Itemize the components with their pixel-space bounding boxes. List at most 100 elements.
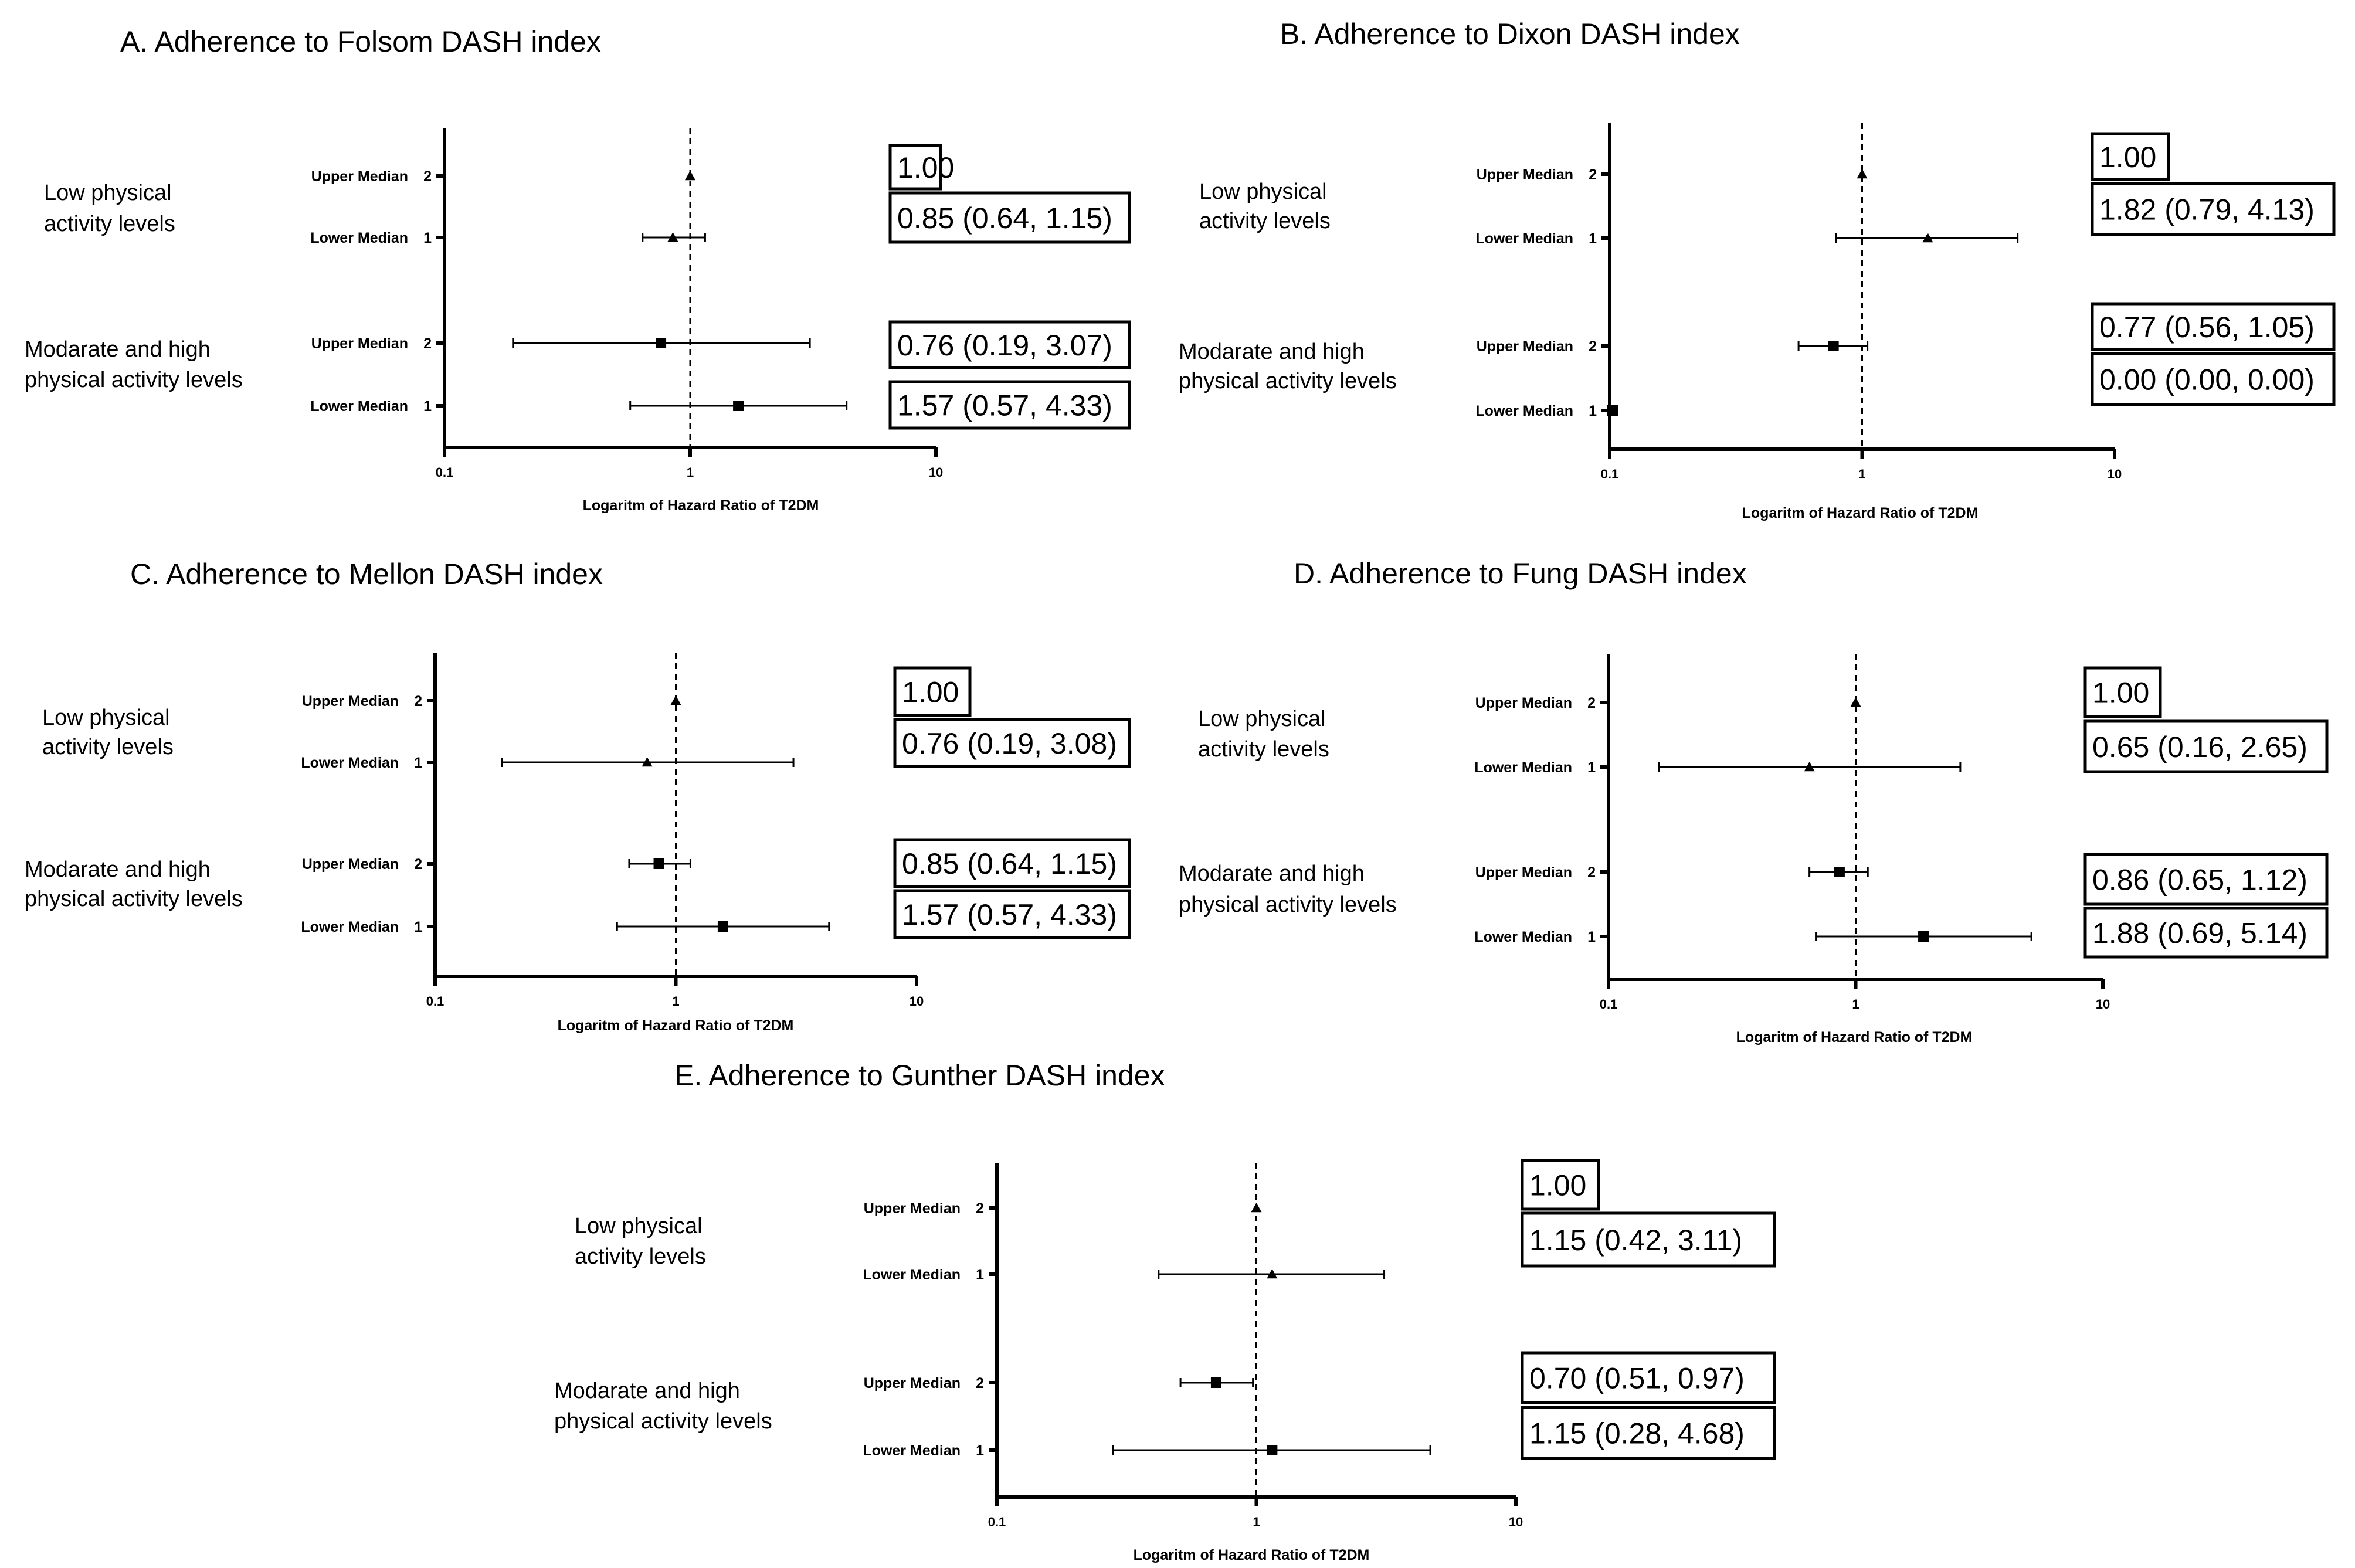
point-estimate-marker [1850,697,1861,707]
row-code: 1 [1587,929,1596,945]
x-tick-label: 0.1 [988,1515,1006,1529]
group-label: physical activity levels [25,887,243,911]
group-label: physical activity levels [1179,369,1397,393]
point-estimate-marker [1607,405,1618,416]
row-label: Upper Median [1475,864,1572,881]
estimate-box: 0.76 (0.19, 3.08) [893,718,1131,768]
row-code: 1 [423,398,432,415]
row-code: 2 [414,856,422,873]
estimate-box: 0.65 (0.16, 2.65) [2083,719,2329,773]
row-code: 2 [423,335,432,352]
point-estimate-marker [1251,1203,1262,1213]
estimate-box: 1.00 [1521,1159,1600,1211]
panel-a: A. Adherence to Folsom DASH index 0.1 1 10 L… [25,25,1131,514]
estimate-text: 0.76 (0.19, 3.08) [902,727,1117,760]
estimate-box: 1.57 (0.57, 4.33) [893,889,1131,939]
row-label: Upper Median [302,856,399,873]
row-code: 1 [976,1443,984,1459]
estimate-box: 1.57 (0.57, 4.33) [888,380,1131,430]
row-label: Lower Median [310,398,408,415]
group-label: physical activity levels [25,368,243,392]
estimate-box: 0.00 (0.00, 0.00) [2091,352,2336,406]
point-estimate-marker [1857,169,1868,179]
estimate-box-frame [2083,666,2162,718]
point-estimate-marker [670,695,681,705]
group-label: Low physical [1199,179,1327,204]
group-label: Low physical [575,1214,703,1238]
row-label: Lower Median [863,1267,961,1283]
estimate-box-frame [2091,132,2170,181]
row-label: Upper Median [302,693,399,710]
group-label: Low physical [42,705,170,730]
estimate-text: 0.86 (0.65, 1.12) [2092,864,2308,897]
estimate-box-frame [1521,1351,1776,1404]
row-code: 1 [414,755,422,771]
panel-b: B. Adherence to Dixon DASH index 0.1 1 10 Lo… [1179,18,2336,521]
estimate-box-frame [2083,853,2329,906]
x-axis-label: Logaritm of Hazard Ratio of T2DM [1742,505,1979,521]
x-axis-label: Logaritm of Hazard Ratio of T2DM [1134,1547,1370,1563]
estimate-box-frame [888,320,1131,369]
estimate-box: 1.00 [888,144,954,191]
estimate-box-frame [888,144,942,191]
estimate-box-frame [1521,1159,1600,1211]
point-estimate-marker [1918,931,1929,942]
estimate-text: 0.85 (0.64, 1.15) [897,202,1112,235]
row-code: 2 [976,1375,984,1391]
point-estimate-marker [717,921,728,932]
x-axis-label: Logaritm of Hazard Ratio of T2DM [583,497,819,514]
x-tick-label: 10 [929,465,943,480]
group-label: activity levels [1199,209,1331,233]
x-tick-label: 10 [910,994,924,1009]
estimate-box: 0.70 (0.51, 0.97) [1521,1351,1776,1404]
row-label: Upper Median [1475,695,1572,711]
row-label: Upper Median [1477,338,1573,355]
estimate-text: 1.57 (0.57, 4.33) [897,389,1112,422]
x-axis-label: Logaritm of Hazard Ratio of T2DM [558,1017,794,1034]
group-label: physical activity levels [1179,892,1397,917]
panel-title: E. Adherence to Gunther DASH index [674,1059,1165,1092]
estimate-box: 0.77 (0.56, 1.05) [2091,302,2336,351]
estimate-box: 0.76 (0.19, 3.07) [888,320,1131,369]
estimate-text: 1.00 [2099,141,2156,174]
estimate-text: 1.00 [2092,677,2149,710]
x-tick-label: 1 [1253,1515,1260,1529]
estimate-text: 1.00 [897,151,954,184]
row-label: Upper Median [864,1375,961,1391]
estimate-text: 1.00 [1529,1169,1586,1202]
point-estimate-marker [667,232,678,242]
row-code: 2 [414,693,422,710]
x-tick-label: 0.1 [426,994,444,1009]
estimate-text: 1.57 (0.57, 4.33) [902,898,1117,931]
point-estimate-marker [1804,762,1815,772]
group-label: activity levels [575,1244,706,1269]
estimate-text: 1.82 (0.79, 4.13) [2099,194,2315,226]
point-estimate-marker [1267,1269,1278,1279]
row-code: 2 [1589,338,1597,355]
row-code: 1 [423,230,432,246]
estimate-box-frame [893,838,1131,888]
row-label: Upper Median [311,168,408,185]
estimate-box-frame [1521,1406,1776,1460]
estimate-text: 1.15 (0.28, 4.68) [1529,1417,1745,1450]
estimate-box-frame [893,718,1131,768]
estimate-box: 1.15 (0.28, 4.68) [1521,1406,1776,1460]
x-axis-label: Logaritm of Hazard Ratio of T2DM [1736,1029,1973,1046]
x-tick-label: 0.1 [1601,467,1619,481]
row-label: Upper Median [864,1200,961,1217]
estimate-box-frame [893,889,1131,939]
row-label: Lower Median [1474,759,1572,776]
row-label: Lower Median [1475,230,1573,247]
row-label: Lower Median [310,230,408,246]
x-tick-label: 10 [2096,997,2110,1012]
panel-title: B. Adherence to Dixon DASH index [1280,18,1740,50]
group-label: activity levels [44,212,175,236]
panel-c: C. Adherence to Mellon DASH index 0.1 1 10 L… [25,558,1131,1034]
point-estimate-marker [1828,341,1839,351]
estimate-text: 1.00 [902,676,959,709]
point-estimate-marker [642,757,653,767]
x-tick-label: 10 [1509,1515,1523,1529]
point-estimate-marker [1922,233,1933,243]
panel-title: A. Adherence to Folsom DASH index [120,25,601,58]
